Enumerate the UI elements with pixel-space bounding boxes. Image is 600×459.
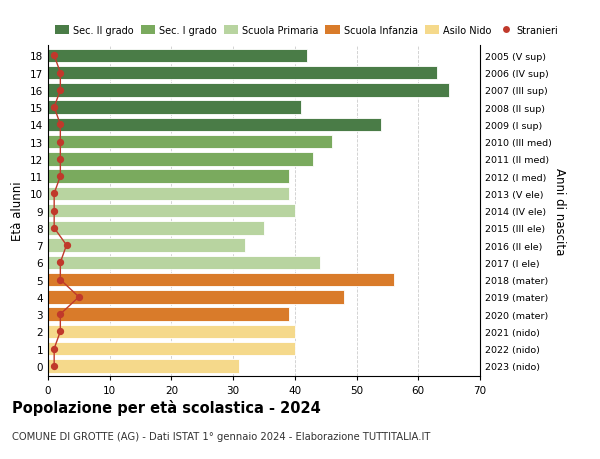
Bar xyxy=(48,308,289,321)
Bar xyxy=(48,325,295,338)
Point xyxy=(49,104,59,112)
Point xyxy=(74,294,83,301)
Legend: Sec. II grado, Sec. I grado, Scuola Primaria, Scuola Infanzia, Asilo Nido, Stran: Sec. II grado, Sec. I grado, Scuola Prim… xyxy=(53,24,560,38)
Point xyxy=(56,311,65,318)
Bar xyxy=(48,359,239,373)
Bar xyxy=(48,101,301,115)
Bar xyxy=(48,187,289,201)
Point xyxy=(56,328,65,335)
Point xyxy=(62,242,71,249)
Bar xyxy=(48,222,264,235)
Point xyxy=(56,87,65,95)
Point xyxy=(49,52,59,60)
Point xyxy=(56,70,65,77)
Bar xyxy=(48,273,394,287)
Bar xyxy=(48,291,344,304)
Point xyxy=(56,139,65,146)
Y-axis label: Età alunni: Età alunni xyxy=(11,181,25,241)
Text: Popolazione per età scolastica - 2024: Popolazione per età scolastica - 2024 xyxy=(12,399,321,415)
Point xyxy=(49,225,59,232)
Bar xyxy=(48,256,320,269)
Bar xyxy=(48,84,449,97)
Bar xyxy=(48,135,332,149)
Point xyxy=(49,363,59,370)
Bar xyxy=(48,170,289,184)
Y-axis label: Anni di nascita: Anni di nascita xyxy=(553,168,566,255)
Point xyxy=(49,345,59,353)
Bar xyxy=(48,118,381,132)
Point xyxy=(56,259,65,266)
Bar xyxy=(48,67,437,80)
Point xyxy=(56,121,65,129)
Bar xyxy=(48,342,295,356)
Bar xyxy=(48,153,313,166)
Point xyxy=(49,190,59,197)
Text: COMUNE DI GROTTE (AG) - Dati ISTAT 1° gennaio 2024 - Elaborazione TUTTITALIA.IT: COMUNE DI GROTTE (AG) - Dati ISTAT 1° ge… xyxy=(12,431,430,442)
Point xyxy=(49,207,59,215)
Bar xyxy=(48,50,307,63)
Bar xyxy=(48,239,245,252)
Point xyxy=(56,276,65,284)
Bar xyxy=(48,204,295,218)
Point xyxy=(56,156,65,163)
Point xyxy=(56,173,65,180)
